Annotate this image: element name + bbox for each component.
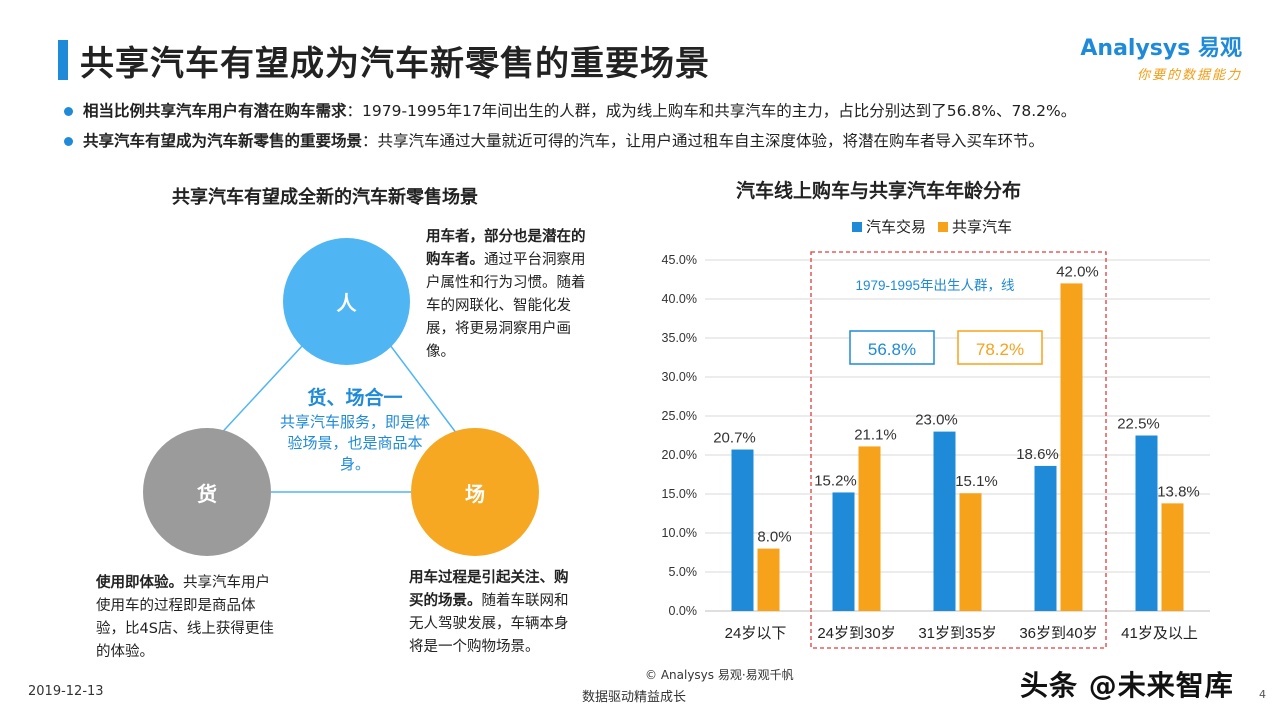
node-chang-label: 场 bbox=[465, 481, 485, 506]
highlight-value-box-2 bbox=[957, 330, 1043, 365]
y-tick-label: 25.0% bbox=[662, 409, 697, 423]
diagram-title: 共享汽车有望成全新的汽车新零售场景 bbox=[172, 187, 478, 208]
highlight-value-1: 56.8% bbox=[868, 340, 916, 359]
data-label: 21.1% bbox=[854, 426, 897, 443]
title-accent-bar bbox=[58, 40, 68, 80]
bar-car-trade bbox=[1135, 435, 1158, 611]
y-tick-label: 0.0% bbox=[669, 604, 698, 618]
data-label: 15.2% bbox=[814, 472, 857, 489]
note-ren: 用车者，部分也是潜在的购车者。通过平台洞察用户属性和行为习惯。随着车的网联化、智… bbox=[426, 226, 590, 364]
note-chang-text: 随着车联网和无人驾驶发展，车辆本身将是一个购物场景。 bbox=[409, 593, 569, 655]
bar-car-trade bbox=[832, 492, 855, 611]
y-tick-label: 30.0% bbox=[662, 370, 697, 384]
note-huo: 使用即体验。共享汽车用户使用车的过程即是商品体验，比4S店、线上获得更佳的体验。 bbox=[96, 572, 281, 664]
y-tick-label: 10.0% bbox=[662, 526, 697, 540]
bullet-dot-icon bbox=[64, 137, 73, 146]
footer-date: 2019-12-13 bbox=[28, 684, 104, 699]
x-tick-label: 31岁到35岁 bbox=[918, 625, 996, 642]
y-tick-label: 20.0% bbox=[662, 448, 697, 462]
legend-swatch bbox=[938, 222, 948, 232]
node-huo-label: 货 bbox=[197, 481, 217, 506]
node-ren-label: 人 bbox=[336, 291, 357, 315]
y-tick-label: 35.0% bbox=[662, 331, 697, 345]
page-number: 4 bbox=[1259, 688, 1266, 701]
copyright: © Analysys 易观·易观千帆 bbox=[645, 668, 794, 682]
page-title: 共享汽车有望成为汽车新零售的重要场景 bbox=[80, 44, 710, 84]
highlight-value-2: 78.2% bbox=[976, 340, 1024, 359]
data-label: 13.8% bbox=[1157, 483, 1200, 500]
bullet-item: 共享汽车有望成为汽车新零售的重要场景：共享汽车通过大量就近可得的汽车，让用户通过… bbox=[64, 130, 1244, 152]
legend-label: 汽车交易 bbox=[866, 218, 926, 236]
bar-car-trade bbox=[731, 449, 754, 611]
data-label: 23.0% bbox=[915, 412, 958, 429]
triangle-lines bbox=[214, 344, 461, 493]
data-label: 42.0% bbox=[1056, 263, 1099, 280]
bar-car-share bbox=[757, 548, 780, 611]
bullet-text: ：共享汽车通过大量就近可得的汽车，让用户通过租车自主深度体验，将潜在购车者导入买… bbox=[362, 132, 1045, 150]
brand-logo: Analysys 易观 你要的数据能力 bbox=[1080, 30, 1242, 83]
data-label: 15.1% bbox=[955, 473, 998, 490]
highlight-value-box-1 bbox=[849, 330, 935, 365]
bar-car-trade bbox=[933, 431, 956, 611]
bullet-item: 相当比例共享汽车用户有潜在购车需求：1979-1995年17年间出生的人群，成为… bbox=[64, 100, 1244, 122]
bar-car-share bbox=[1161, 503, 1184, 611]
note-chang: 用车过程是引起关注、购买的场景。随着车联网和无人驾驶发展，车辆本身将是一个购物场… bbox=[409, 567, 581, 659]
data-label: 18.6% bbox=[1016, 446, 1059, 463]
chart-title: 汽车线上购车与共享汽车年龄分布 bbox=[736, 180, 1022, 202]
bullet-bold: 相当比例共享汽车用户有潜在购车需求 bbox=[83, 102, 347, 120]
bullet-text: ：1979-1995年17年间出生的人群，成为线上购车和共享汽车的主力，占比分别… bbox=[346, 102, 1077, 120]
node-ren: 人 bbox=[283, 238, 410, 365]
watermark: 头条 @未来智库 bbox=[1020, 669, 1234, 702]
center-description: 共享汽车服务，即是体验场景，也是商品本身。 bbox=[279, 413, 430, 473]
bullet-list: 相当比例共享汽车用户有潜在购车需求：1979-1995年17年间出生的人群，成为… bbox=[64, 100, 1244, 160]
x-tick-label: 24岁到30岁 bbox=[817, 625, 895, 642]
note-huo-text: 共享汽车用户使用车的过程即是商品体验，比4S店、线上获得更佳的体验。 bbox=[96, 575, 274, 660]
y-tick-label: 45.0% bbox=[662, 253, 697, 267]
legend-swatch bbox=[852, 222, 862, 232]
node-chang: 场 bbox=[411, 428, 539, 556]
data-label: 22.5% bbox=[1117, 416, 1160, 433]
brand-name: Analysys 易观 bbox=[1080, 36, 1242, 61]
bar-car-share bbox=[959, 493, 982, 611]
highlight-box bbox=[810, 251, 1107, 649]
note-huo-bold: 使用即体验。 bbox=[96, 575, 183, 591]
bar-chart: 0.0% 5.0% 10.0% 15.0% 20.0% 25.0% 30.0% 35.0% 40… bbox=[662, 218, 1210, 649]
center-heading: 货、场合一 bbox=[307, 387, 403, 409]
footer-tagline: 数据驱动精益成长 bbox=[582, 690, 687, 705]
bar-car-share bbox=[858, 446, 881, 611]
y-tick-label: 5.0% bbox=[669, 565, 698, 579]
data-label: 20.7% bbox=[713, 430, 756, 447]
node-huo: 货 bbox=[143, 428, 271, 556]
note-ren-text: 通过平台洞察用户属性和行为习惯。随着车的网联化、智能化发展，将更易洞察用户画像。 bbox=[426, 252, 586, 360]
note-chang-bold: 用车过程是引起关注、购买的场景。 bbox=[409, 570, 569, 609]
bar-car-trade bbox=[1034, 465, 1057, 611]
highlight-label: 1979-1995年出生人群，线 bbox=[855, 278, 1014, 293]
legend-label: 共享汽车 bbox=[952, 219, 1012, 236]
bullet-dot-icon bbox=[64, 107, 73, 116]
x-tick-label: 24岁以下 bbox=[725, 625, 787, 642]
x-tick-label: 41岁及以上 bbox=[1121, 625, 1198, 642]
bullet-bold: 共享汽车有望成为汽车新零售的重要场景 bbox=[83, 132, 363, 150]
data-label: 8.0% bbox=[757, 529, 791, 546]
note-ren-bold: 用车者，部分也是潜在的购车者。 bbox=[426, 229, 586, 268]
brand-slogan: 你要的数据能力 bbox=[1136, 68, 1242, 83]
bar-car-share bbox=[1060, 283, 1083, 611]
x-tick-label: 36岁到40岁 bbox=[1019, 625, 1097, 642]
y-tick-label: 40.0% bbox=[662, 292, 697, 306]
y-tick-label: 15.0% bbox=[662, 487, 697, 501]
